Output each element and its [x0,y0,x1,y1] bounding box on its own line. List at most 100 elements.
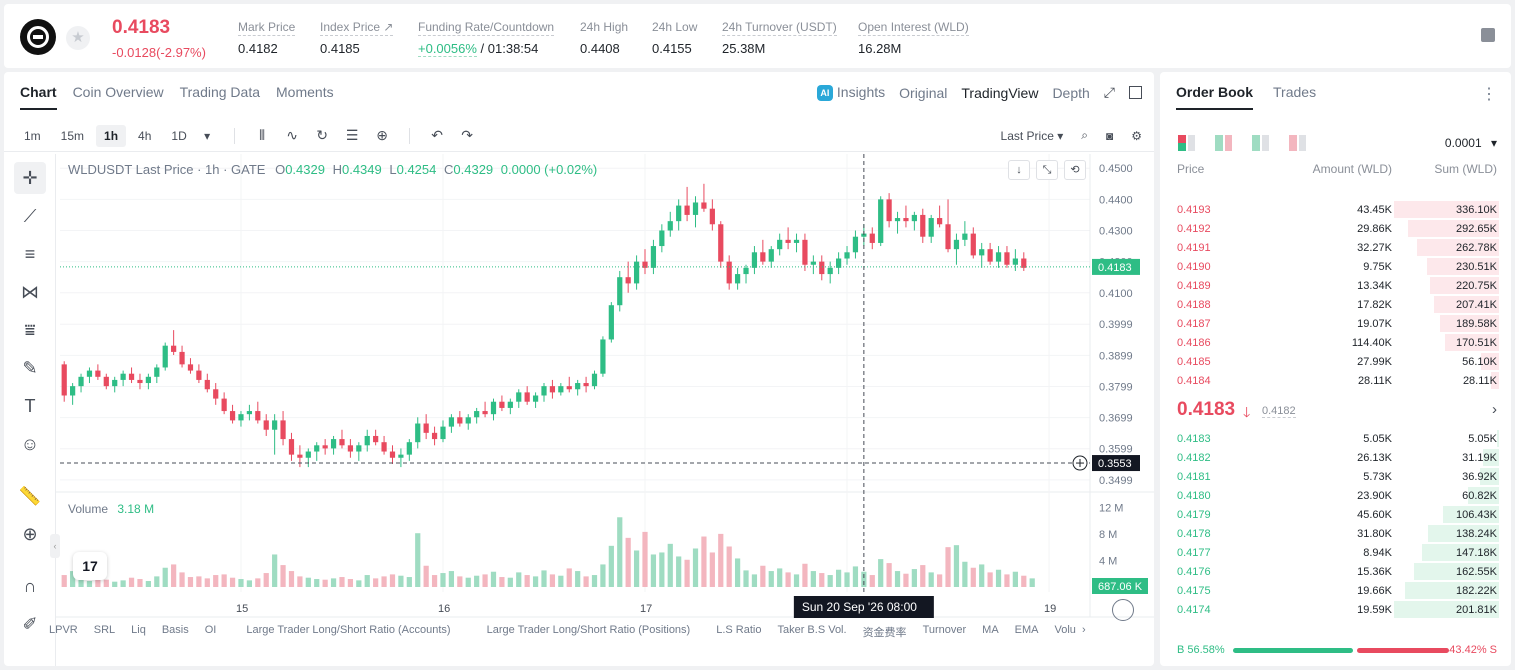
ask-row[interactable]: 0.4191 32.27K 262.78K [1160,238,1511,257]
insights-button[interactable]: AI Insights [816,84,885,102]
ask-row[interactable]: 0.4193 43.45K 336.10K [1160,200,1511,219]
tab-trades[interactable]: Trades [1273,84,1317,100]
tab-order-book[interactable]: Order Book [1176,84,1254,110]
timeframe-15m[interactable]: 15m [60,128,85,143]
pattern-icon[interactable]: ⋈ [21,282,39,302]
candle-type-icon[interactable]: ⫴ [259,127,266,143]
ruler-icon[interactable]: 📏 [18,486,42,506]
bid-sum: 31.19K [1462,452,1497,464]
templates-icon[interactable]: ☰ [345,127,359,143]
indicator-item[interactable]: Large Trader Long/Short Ratio (Positions… [486,624,691,636]
indicator-item[interactable]: Large Trader Long/Short Ratio (Accounts) [246,624,451,636]
depth-bar [1490,372,1499,389]
bid-row[interactable]: 0.4181 5.73K 36.92K [1160,467,1511,486]
gear-icon[interactable]: ⚙ [1131,128,1142,143]
mid-mark-price[interactable]: 0.4182 [1262,405,1296,418]
indicator-item[interactable]: Basis [161,624,189,636]
ask-row[interactable]: 0.4188 17.82K 207.41K [1160,295,1511,314]
brush-icon[interactable]: ✎ [22,358,38,378]
y-tick-label: 0.4400 [1099,194,1133,206]
crosshair-icon[interactable]: ✛ [14,162,46,194]
bids-layout-icon[interactable] [1215,135,1232,151]
stat-funding-rate[interactable]: Funding Rate/Countdown +0.0056% / 01:38:… [418,20,555,57]
indicator-item[interactable]: MA [982,624,999,636]
replay-icon[interactable]: ↻ [316,127,328,143]
indicator-item[interactable]: Liq [131,624,146,636]
view-tradingview[interactable]: TradingView [961,84,1039,101]
pencil-icon[interactable]: ✐ [22,614,38,634]
view-original[interactable]: Original [899,84,948,101]
bid-row[interactable]: 0.4177 8.94K 147.18K [1160,543,1511,562]
more-options-icon[interactable]: ⋮ [1481,86,1497,103]
view-depth[interactable]: Depth [1052,84,1090,101]
indicators-icon[interactable]: ∿ [286,127,298,143]
indicator-item[interactable]: Turnover [922,624,967,636]
ask-row[interactable]: 0.4189 13.34K 220.75K [1160,276,1511,295]
indicator-item[interactable]: LPVR [49,624,78,636]
magnet-icon[interactable]: ∩ [23,576,37,596]
emoji-icon[interactable]: ☺ [20,434,40,454]
stat-24h-turnover[interactable]: 24h Turnover (USDT) 25.38M [722,20,837,56]
document-icon[interactable] [1481,28,1495,42]
bid-row[interactable]: 0.4180 23.90K 60.82K [1160,486,1511,505]
undo-icon[interactable]: ↶ [431,127,443,143]
fib-icon[interactable]: ⩸ [24,320,36,340]
tab-coin-overview[interactable]: Coin Overview [72,84,164,100]
bid-row[interactable]: 0.4179 45.60K 106.43K [1160,505,1511,524]
ask-row[interactable]: 0.4192 29.86K 292.65K [1160,219,1511,238]
both-sides-icon[interactable] [1178,135,1195,151]
scroll-down-button[interactable]: ↓ [1008,160,1030,180]
ask-row[interactable]: 0.4186 114.40K 170.51K [1160,333,1511,352]
stat-open-interest[interactable]: Open Interest (WLD) 16.28M [858,20,969,56]
timeframe-1m[interactable]: 1m [24,128,41,143]
bid-row[interactable]: 0.4175 19.66K 182.22K [1160,581,1511,600]
ask-row[interactable]: 0.4190 9.75K 230.51K [1160,257,1511,276]
bid-row[interactable]: 0.4182 26.13K 31.19K [1160,448,1511,467]
price-type-select[interactable]: Last Price ▾ [1000,128,1064,143]
zoom-in-icon[interactable]: ⊕ [22,524,38,544]
ask-price: 0.4188 [1177,299,1211,311]
indicator-item[interactable]: EMA [1014,624,1039,636]
indicator-item[interactable]: OI [204,624,217,636]
trendline-icon[interactable]: ⟋ [23,206,37,226]
stat-mark-price[interactable]: Mark Price 0.4182 [238,20,296,56]
indicator-item[interactable]: SRL [93,624,116,636]
text-icon[interactable]: T [24,396,36,416]
reset-button[interactable]: ⟲ [1064,160,1086,180]
indicator-item[interactable]: Taker B.S Vol. [777,624,847,636]
bid-row[interactable]: 0.4183 5.05K 5.05K [1160,429,1511,448]
search-icon[interactable]: ⌕ [1081,128,1088,142]
collapse-toolbar-button[interactable]: ‹ [50,534,60,558]
horizontal-lines-icon[interactable]: ≡ [24,244,36,264]
timeframe-1d[interactable]: 1D ▾ [171,128,211,143]
tab-chart[interactable]: Chart [20,84,57,110]
fullscreen-icon[interactable] [1129,86,1142,100]
indicator-item[interactable]: Volu [1054,624,1076,636]
stat-index-price[interactable]: Index Price ↗ 0.4185 [320,20,394,56]
timeframe-1h[interactable]: 1h [96,124,127,147]
bid-row[interactable]: 0.4176 15.36K 162.55K [1160,562,1511,581]
settings-circle-icon[interactable] [1112,599,1134,621]
tab-trading-data[interactable]: Trading Data [179,84,261,100]
asks-only-icon[interactable] [1289,135,1306,151]
indicator-item[interactable]: 资金费率 [862,627,907,639]
camera-icon[interactable]: ◙ [1105,128,1114,143]
add-alert-icon[interactable]: ⊕ [376,127,388,143]
ask-row[interactable]: 0.4184 28.11K 28.11K [1160,371,1511,390]
bid-row[interactable]: 0.4178 31.80K 138.24K [1160,524,1511,543]
favorite-star-icon[interactable]: ★ [66,26,90,50]
tab-moments[interactable]: Moments [276,84,334,100]
bid-row[interactable]: 0.4174 19.59K 201.81K [1160,600,1511,619]
ask-row[interactable]: 0.4187 19.07K 189.58K [1160,314,1511,333]
indicator-item[interactable]: L.S Ratio [716,624,762,636]
toolbar-divider [409,127,411,144]
chevron-right-icon[interactable]: › [1492,401,1497,418]
timeframe-4h[interactable]: 4h [138,128,152,143]
bids-only-icon[interactable] [1252,135,1269,151]
precision-select[interactable]: 0.0001 ▾ [1444,136,1497,150]
chevron-right-icon[interactable]: › [1081,624,1086,636]
collapse-button[interactable]: ⤡ [1036,160,1058,180]
expand-icon[interactable]: ⤢ [1103,84,1115,101]
redo-icon[interactable]: ↷ [461,127,473,143]
ask-row[interactable]: 0.4185 27.99K 56.10K [1160,352,1511,371]
